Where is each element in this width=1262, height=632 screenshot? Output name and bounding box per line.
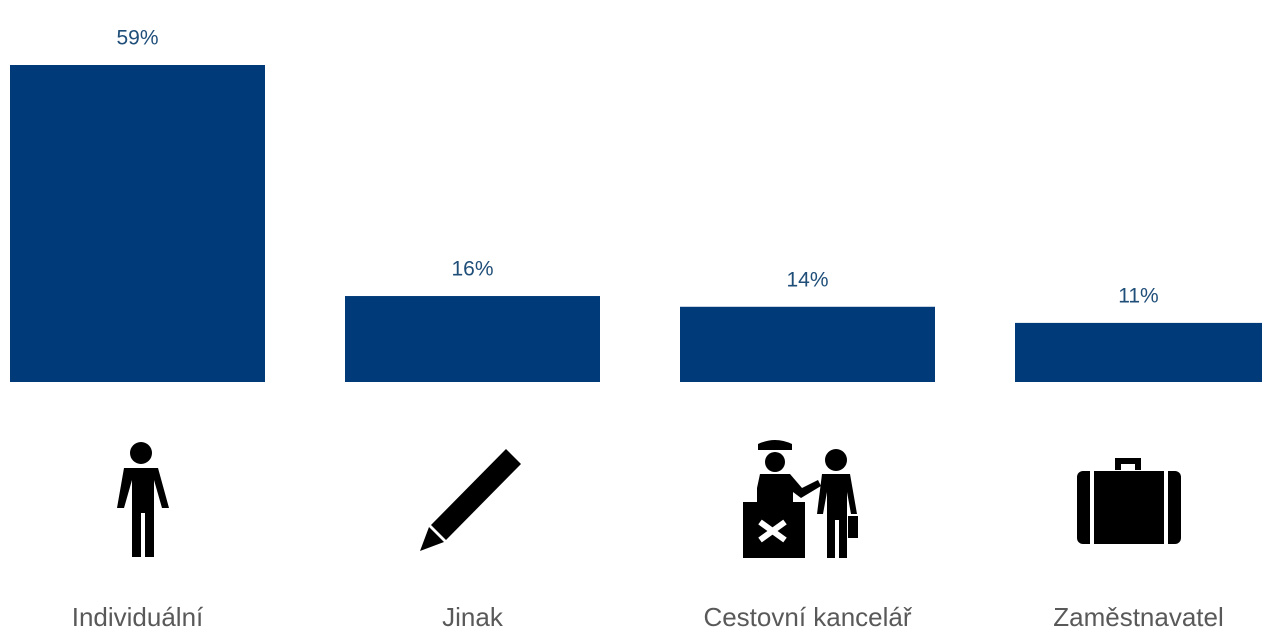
- bar: [680, 306, 935, 382]
- category-label: Zaměstnavatel: [1053, 602, 1224, 632]
- value-label: 59%: [116, 27, 158, 50]
- value-label: 14%: [786, 268, 828, 291]
- bar: [10, 65, 265, 382]
- travel-agent-icon: [743, 440, 858, 558]
- value-label: 11%: [1118, 284, 1158, 307]
- value-label: 16%: [451, 258, 493, 281]
- bar: [1015, 322, 1262, 382]
- category-label: Cestovní kancelář: [703, 602, 912, 632]
- category-label: Jinak: [442, 602, 504, 632]
- briefcase-icon: [1077, 458, 1181, 544]
- category-label: Individuální: [72, 602, 204, 632]
- bar: [345, 296, 600, 382]
- person-icon: [117, 442, 169, 557]
- pencil-icon: [420, 449, 521, 551]
